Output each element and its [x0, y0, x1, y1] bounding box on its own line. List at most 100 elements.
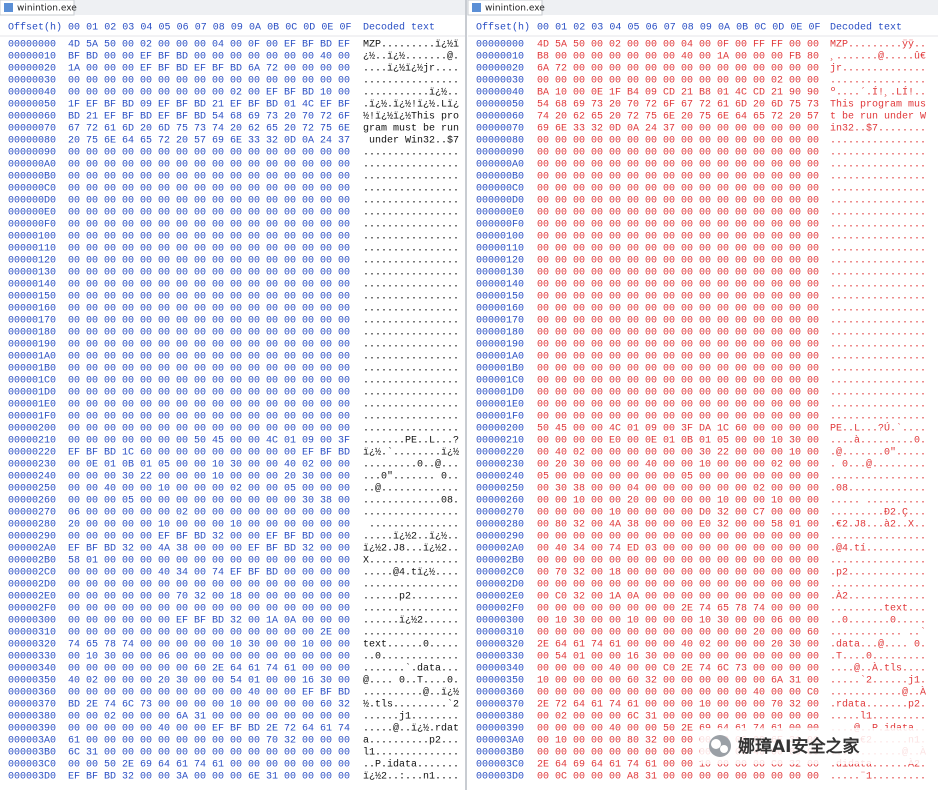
column-header: 0B — [267, 23, 279, 34]
offset: 00000280 — [476, 520, 524, 531]
decoded-text: ..0.......0..... — [830, 616, 926, 627]
offset: 000000F0 — [476, 220, 524, 231]
hex-bytes: 00 54 01 00 00 16 30 00 00 00 00 00 00 0… — [537, 652, 819, 663]
hex-bytes: 00 00 00 00 00 00 00 00 00 00 00 00 00 0… — [68, 340, 350, 351]
decoded-text: ................ — [830, 388, 926, 399]
offset: 00000220 — [8, 448, 56, 459]
offset: 00000290 — [8, 532, 56, 543]
offset: 00000120 — [8, 256, 56, 267]
offset: 00000270 — [476, 508, 524, 519]
tab[interactable] — [467, 0, 543, 16]
hex-bytes: 00 00 00 00 00 00 00 00 00 00 00 00 00 0… — [537, 556, 819, 567]
offset: 000003D0 — [476, 772, 524, 783]
decoded-text: ............ ..` — [830, 626, 926, 639]
offset: 000000A0 — [8, 160, 56, 171]
hex-bytes: 00 00 00 00 00 00 00 00 00 00 00 00 00 0… — [537, 292, 819, 303]
decoded-text: ................ — [830, 376, 926, 387]
column-header: 08 — [213, 23, 225, 34]
decoded-text: ................ — [363, 160, 459, 171]
offset: 000001B0 — [8, 364, 56, 375]
file-icon — [472, 3, 481, 12]
column-header: 06 — [177, 23, 189, 34]
decoded-text: ................ — [830, 148, 926, 159]
hex-bytes: 00 00 00 00 00 00 00 00 00 00 00 00 00 0… — [537, 532, 819, 543]
decoded-text: ......p2........ — [363, 592, 459, 603]
decoded-text: .......`.data... — [363, 662, 459, 675]
hex-bytes: 00 00 00 00 10 00 00 00 00 D0 32 00 C7 0… — [537, 508, 819, 519]
offset: 00000000 — [476, 40, 524, 51]
hex-bytes: BD 2E 74 6C 73 00 00 00 00 10 00 00 00 0… — [68, 700, 350, 711]
offset: 00000020 — [476, 64, 524, 75]
decoded-text: ................ — [830, 472, 926, 483]
hex-bytes: 00 00 00 00 00 00 00 00 00 00 00 00 00 0… — [68, 316, 350, 327]
hex-bytes: 05 00 00 00 00 00 00 00 05 00 00 00 00 0… — [537, 472, 819, 483]
decoded-text: .........text... — [830, 604, 926, 615]
hex-bytes: 00 00 00 00 00 00 00 00 00 00 00 00 00 0… — [68, 172, 350, 183]
decoded-text: ................ — [830, 280, 926, 291]
hex-bytes: 00 00 00 00 00 00 00 00 00 00 00 00 00 0… — [537, 340, 819, 351]
offset: 000001C0 — [8, 376, 56, 387]
column-header: 01 — [555, 23, 567, 34]
hex-bytes: EF BF BD 1C 60 00 00 00 00 00 00 00 00 E… — [68, 448, 350, 459]
decoded-text: ..P.idata....... — [363, 759, 459, 771]
hex-bytes: 00 02 00 00 00 6C 31 00 00 00 00 00 00 0… — [537, 712, 819, 723]
decoded-text: ................ — [830, 412, 926, 423]
offset: 000001F0 — [476, 412, 524, 423]
column-header: 09 — [231, 23, 243, 34]
offset: 000002C0 — [476, 568, 524, 579]
offset: 00000120 — [476, 256, 524, 267]
decoded-text: ................ — [830, 580, 926, 591]
decoded-text: PE..L...?Ú.`.... — [830, 421, 926, 435]
decoded-text: .data...@.... 0. — [830, 639, 926, 651]
decoded-text: ..0............. — [363, 652, 459, 663]
offset: 00000310 — [476, 628, 524, 639]
column-header: 07 — [664, 23, 676, 34]
decoded-text: ................ — [363, 256, 459, 267]
offset: 000002F0 — [8, 604, 56, 615]
offset: 00000210 — [8, 436, 56, 447]
offset: 00000320 — [476, 640, 524, 651]
offset: 00000200 — [476, 424, 524, 435]
tab-title[interactable]: winintion.exe — [17, 4, 77, 14]
offset: 00000340 — [476, 664, 524, 675]
decoded-text: ................ — [830, 304, 926, 315]
decoded-text: ................ — [363, 304, 459, 315]
decoded-text: ................ — [363, 232, 459, 243]
hex-bytes: 2E 64 61 74 61 00 00 00 40 02 00 00 00 2… — [537, 640, 819, 651]
offset: 00000380 — [476, 712, 524, 723]
column-header: 01 — [86, 23, 98, 34]
hex-bytes: 00 00 00 00 00 00 00 00 00 00 00 00 00 0… — [68, 256, 350, 267]
decoded-text: ................ — [363, 400, 459, 411]
column-header: 04 — [140, 23, 152, 34]
offset: 00000310 — [8, 628, 56, 639]
offset: 00000070 — [8, 124, 56, 135]
offset: 00000080 — [476, 136, 524, 147]
decoded-text: X............... — [363, 556, 459, 567]
hex-bytes: 00 00 00 00 00 00 00 00 00 00 00 00 00 0… — [537, 196, 819, 207]
column-header: 0F — [809, 23, 821, 34]
hex-bytes: 6C 31 00 00 00 00 00 00 00 00 00 00 00 0… — [68, 748, 350, 759]
hex-bytes: 00 00 00 00 00 00 00 00 00 00 00 00 00 0… — [537, 412, 819, 423]
hex-bytes: 00 00 00 00 00 00 00 00 00 00 40 00 00 E… — [68, 688, 350, 699]
decoded-text: ................ — [830, 532, 926, 543]
hex-bytes: 00 00 00 00 40 00 00 C0 2E 74 6C 73 00 0… — [537, 664, 819, 675]
decoded-text: .À2............. — [830, 589, 926, 603]
hex-bytes: 50 45 00 00 4C 01 09 00 3F DA 1C 60 00 0… — [537, 424, 819, 435]
column-header: 04 — [609, 23, 621, 34]
decoded-text: .€2.J8...à2..X.. — [830, 519, 926, 531]
decoded-text: ................ — [830, 76, 926, 87]
decoded-text: ................ — [830, 244, 926, 255]
decoded-text: .rdata.......p2. — [830, 699, 926, 711]
offset: 00000140 — [8, 280, 56, 291]
hex-bytes: 00 00 00 00 00 00 00 00 00 00 00 00 00 0… — [68, 76, 350, 87]
offset: 00000210 — [476, 436, 524, 447]
tab[interactable] — [0, 0, 75, 16]
hex-bytes: 00 00 00 00 00 00 00 00 00 00 00 00 00 0… — [537, 136, 819, 147]
tab-title[interactable]: winintion.exe — [485, 4, 545, 14]
hex-bytes: 00 00 00 00 00 00 00 00 00 00 00 00 00 0… — [68, 400, 350, 411]
decoded-text: ....à.........0. — [830, 435, 926, 447]
hex-bytes: 10 00 00 00 00 60 32 00 00 00 00 00 00 6… — [537, 676, 819, 687]
offset: 00000040 — [476, 88, 524, 99]
wechat-icon-bubble — [711, 739, 721, 749]
